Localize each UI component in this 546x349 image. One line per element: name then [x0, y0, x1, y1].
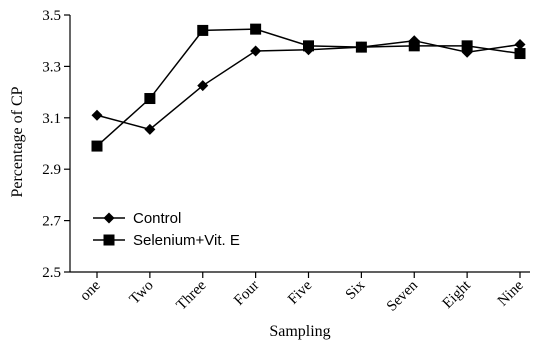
y-tick-label: 3.5 [42, 8, 61, 24]
data-point-diamond [197, 80, 209, 92]
data-point-square [355, 41, 367, 53]
x-tick-label: Nine [495, 277, 527, 309]
legend-marker-square [103, 234, 115, 246]
x-tick-label: Two [127, 278, 157, 308]
x-tick-label: Seven [384, 277, 422, 315]
series-selenium-vit-e [91, 23, 526, 152]
x-tick-label: Four [231, 278, 262, 309]
legend-marker-diamond [103, 212, 115, 224]
chart-axes: 2.5 2.7 2.9 3.1 3.3 3.5 one Two Three Four Five Six… [42, 8, 530, 315]
x-tick-label: Five [285, 277, 315, 307]
y-tick-label: 2.9 [42, 162, 61, 178]
series-layer [91, 23, 526, 152]
y-tick-label: 3.3 [42, 59, 61, 75]
legend-label: Selenium+Vit. E [133, 232, 240, 249]
data-point-diamond [91, 109, 103, 121]
y-tick-label: 2.5 [42, 265, 61, 281]
x-axis-title: Sampling [269, 323, 330, 340]
data-point-diamond [514, 39, 526, 51]
data-point-square [303, 40, 314, 52]
data-point-square [461, 40, 473, 52]
y-axis-title: Percentage of CP [9, 86, 26, 197]
x-tick-label: Six [343, 277, 369, 303]
data-point-diamond [144, 123, 156, 135]
x-tick-label: Eight [440, 277, 475, 312]
data-point-square [514, 48, 526, 60]
y-tick-label: 2.7 [42, 214, 61, 230]
legend-item: Selenium+Vit. E [93, 232, 240, 249]
chart-legend: Control Selenium+Vit. E [93, 210, 240, 249]
data-point-diamond [250, 45, 262, 57]
data-point-square [91, 140, 103, 152]
data-point-square [197, 24, 209, 36]
y-tick-label: 3.1 [42, 111, 61, 127]
legend-label: Control [133, 210, 181, 227]
x-tick-label: one [77, 277, 104, 304]
data-point-square [408, 40, 420, 52]
legend-item: Control [93, 210, 181, 227]
data-point-square [250, 23, 262, 35]
x-tick-label: Three [174, 277, 210, 313]
data-point-square [144, 93, 156, 105]
